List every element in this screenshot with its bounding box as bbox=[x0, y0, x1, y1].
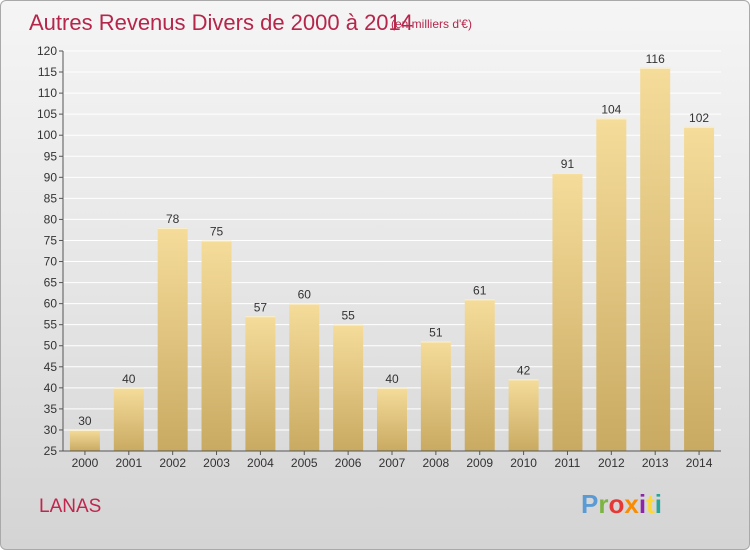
y-tick-label: 50 bbox=[44, 339, 58, 353]
y-tick-label: 70 bbox=[44, 255, 58, 269]
y-tick-label: 110 bbox=[38, 86, 57, 100]
bars bbox=[69, 67, 715, 452]
data-label: 102 bbox=[689, 111, 709, 125]
y-tick-label: 90 bbox=[44, 170, 58, 184]
x-tick-label: 2009 bbox=[466, 456, 493, 470]
bar-2008 bbox=[420, 341, 451, 451]
bar-2012 bbox=[596, 118, 627, 452]
x-tick-label: 2005 bbox=[291, 456, 318, 470]
x-tick-label: 2010 bbox=[510, 456, 537, 470]
bar-2000 bbox=[69, 429, 100, 451]
y-tick-label: 30 bbox=[44, 423, 58, 437]
bar-2010 bbox=[508, 379, 539, 451]
logo-letter: i bbox=[654, 489, 662, 519]
y-tick-label: 75 bbox=[44, 233, 58, 247]
data-label: 104 bbox=[601, 102, 621, 116]
chart-subtitle: (en milliers d'€) bbox=[391, 17, 472, 31]
data-label: 75 bbox=[210, 224, 224, 238]
bar-2002 bbox=[157, 227, 188, 451]
y-tick-label: 120 bbox=[37, 44, 57, 58]
x-tick-label: 2003 bbox=[203, 456, 230, 470]
bar-2011 bbox=[552, 173, 583, 451]
bar-2004 bbox=[245, 316, 276, 451]
y-tick-label: 60 bbox=[44, 297, 58, 311]
data-labels: 30 40 78 75 57 60 55 40 51 61 42 91 104 116 102 bbox=[78, 52, 709, 428]
bar-2001 bbox=[113, 387, 144, 451]
x-axis-ticks: 2000 2001 2002 2003 2004 2005 2006 2007 2008 2009… bbox=[72, 451, 713, 470]
data-label: 30 bbox=[78, 414, 92, 428]
data-label: 40 bbox=[122, 372, 136, 386]
y-tick-label: 85 bbox=[44, 191, 58, 205]
logo-letter: x bbox=[624, 489, 639, 519]
x-tick-label: 2011 bbox=[555, 456, 581, 470]
data-label: 116 bbox=[646, 52, 665, 66]
data-label: 60 bbox=[298, 288, 312, 302]
x-tick-label: 2006 bbox=[335, 456, 362, 470]
bar-2005 bbox=[289, 303, 320, 451]
proxiti-logo: Proxiti bbox=[581, 489, 662, 520]
bar-2013 bbox=[640, 67, 671, 451]
x-tick-label: 2000 bbox=[72, 456, 99, 470]
y-tick-label: 105 bbox=[37, 107, 57, 121]
x-tick-label: 2002 bbox=[159, 456, 186, 470]
y-tick-label: 100 bbox=[37, 128, 57, 142]
data-label: 57 bbox=[254, 300, 268, 314]
y-tick-label: 40 bbox=[44, 381, 58, 395]
y-tick-label: 55 bbox=[44, 318, 58, 332]
logo-letter: r bbox=[598, 489, 609, 519]
data-label: 78 bbox=[166, 212, 180, 226]
data-label: 91 bbox=[561, 157, 575, 171]
logo-letter: P bbox=[581, 489, 599, 519]
data-label: 61 bbox=[473, 283, 487, 297]
bar-2003 bbox=[201, 240, 232, 451]
data-label: 55 bbox=[341, 309, 355, 323]
x-tick-label: 2007 bbox=[379, 456, 406, 470]
x-tick-label: 2012 bbox=[598, 456, 625, 470]
x-tick-label: 2008 bbox=[423, 456, 450, 470]
x-tick-label: 2014 bbox=[686, 456, 713, 470]
bar-2009 bbox=[464, 299, 495, 451]
y-tick-label: 45 bbox=[44, 360, 58, 374]
x-tick-label: 2004 bbox=[247, 456, 274, 470]
logo-letter: i bbox=[638, 489, 647, 519]
x-tick-label: 2013 bbox=[642, 456, 669, 470]
bar-2007 bbox=[377, 387, 407, 451]
y-axis-ticks: 25 30 35 40 45 50 55 60 65 70 75 80 85 90 95 100 105 110 1… bbox=[37, 44, 63, 458]
bar-2006 bbox=[333, 324, 364, 451]
bar-2014 bbox=[684, 126, 715, 451]
logo-letter: o bbox=[608, 489, 625, 519]
commune-name: LANAS bbox=[39, 496, 102, 517]
axes bbox=[62, 51, 721, 452]
chart-title: Autres Revenus Divers de 2000 à 2014 bbox=[29, 10, 414, 35]
data-label: 42 bbox=[517, 363, 531, 377]
data-label: 51 bbox=[429, 326, 443, 340]
logo-letter: t bbox=[646, 489, 655, 519]
y-tick-label: 25 bbox=[44, 444, 58, 458]
data-label: 40 bbox=[385, 372, 399, 386]
y-tick-label: 80 bbox=[44, 212, 58, 226]
x-tick-label: 2001 bbox=[115, 456, 142, 470]
y-tick-label: 95 bbox=[44, 149, 58, 163]
y-tick-label: 65 bbox=[44, 276, 58, 290]
y-tick-label: 115 bbox=[38, 65, 57, 79]
y-tick-label: 35 bbox=[44, 402, 58, 416]
